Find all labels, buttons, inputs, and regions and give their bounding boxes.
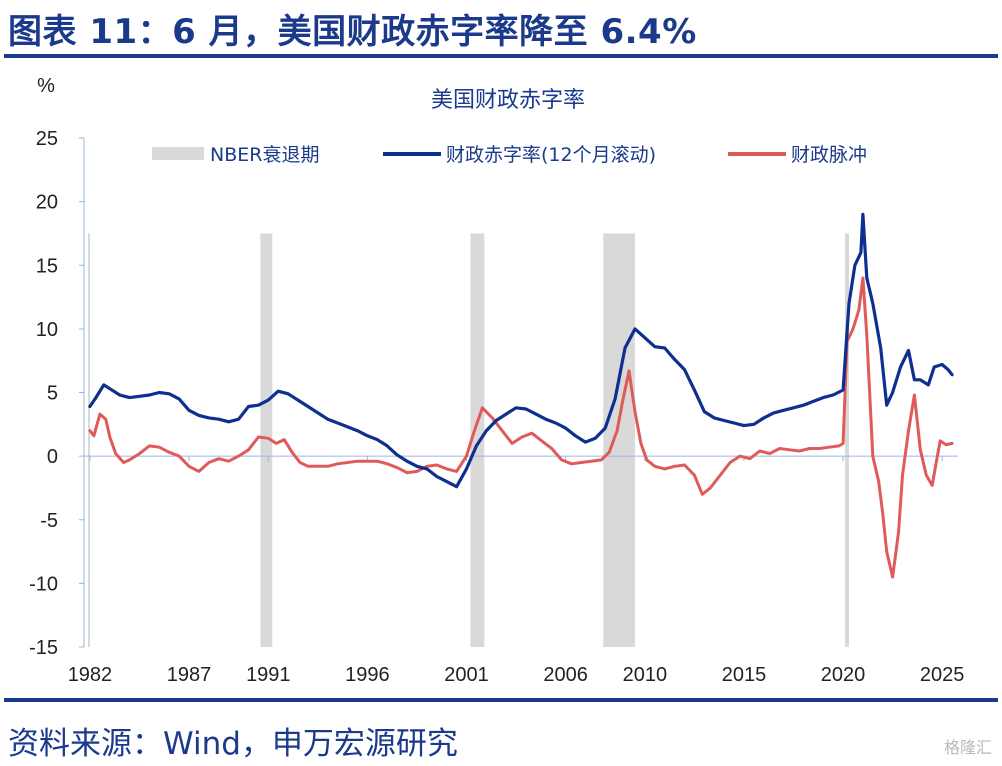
series-fiscal-impulse-line: [88, 276, 954, 579]
y-axis-label: %: [37, 75, 55, 97]
x-tick-label: 2020: [821, 664, 866, 686]
x-tick-label: 1982: [68, 664, 113, 686]
x-tick-label: 1987: [167, 664, 212, 686]
recession-band: [87, 233, 90, 647]
recession-bands: [87, 233, 849, 647]
series: [88, 212, 954, 579]
y-tick-label: 0: [47, 446, 58, 468]
figure-title: 图表 11：6 月，美国财政赤字率降至 6.4%: [8, 12, 697, 52]
x-tick-label: 1991: [246, 664, 291, 686]
y-tick-label: 20: [36, 192, 58, 214]
x-tick-label: 1996: [345, 664, 390, 686]
y-tick-label: -10: [29, 573, 58, 595]
legend-swatch-recession: [152, 147, 204, 160]
legend-label-recession: NBER衰退期: [210, 144, 319, 166]
series-deficit-rate-line: [88, 212, 954, 489]
source-note: 资料来源：Wind，申万宏源研究: [8, 726, 458, 762]
x-tick-label: 2010: [623, 664, 668, 686]
recession-band: [470, 233, 485, 647]
legend-label-deficit: 财政赤字率(12个月滚动): [446, 144, 656, 166]
title-rule: [4, 54, 998, 58]
legend: NBER衰退期 财政赤字率(12个月滚动) 财政脉冲: [152, 144, 867, 166]
y-tick-label: 25: [36, 128, 58, 150]
x-tick-label: 2001: [444, 664, 489, 686]
recession-band: [845, 233, 849, 647]
y-tick-label: 10: [36, 319, 58, 341]
recession-band: [603, 233, 635, 647]
y-tick-label: 15: [36, 255, 58, 277]
y-tick-label: -5: [40, 510, 58, 532]
footer-rule: [4, 698, 998, 702]
x-tick-label: 2025: [920, 664, 965, 686]
y-tick-label: -15: [29, 637, 58, 659]
y-tick-label: 5: [47, 383, 58, 405]
recession-band: [260, 233, 273, 647]
x-tick-label: 2015: [722, 664, 767, 686]
watermark: 格隆汇: [943, 738, 992, 757]
x-tick-label: 2006: [543, 664, 588, 686]
legend-label-impulse: 财政脉冲: [791, 144, 867, 166]
chart-title: 美国财政赤字率: [431, 88, 585, 113]
